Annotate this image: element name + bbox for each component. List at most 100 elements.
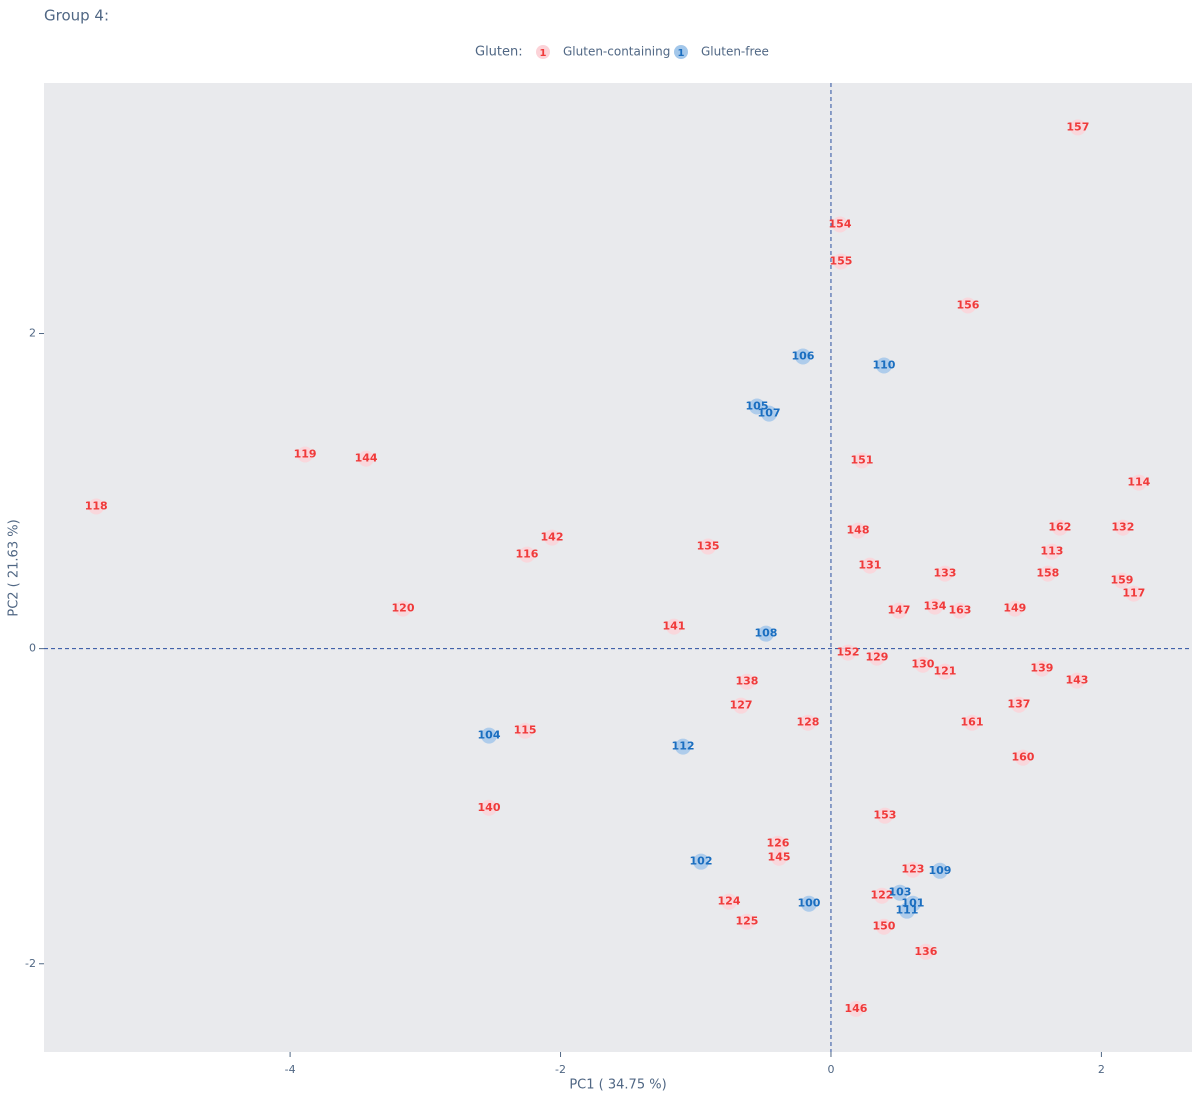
point bbox=[481, 799, 498, 816]
point-label: 129 bbox=[865, 651, 888, 664]
point bbox=[544, 529, 561, 546]
point bbox=[876, 807, 893, 824]
point bbox=[721, 893, 738, 910]
point bbox=[1130, 474, 1147, 491]
point-label: 151 bbox=[850, 454, 873, 467]
point bbox=[88, 498, 105, 515]
point bbox=[832, 253, 849, 270]
point bbox=[951, 602, 968, 619]
point-label: 141 bbox=[662, 620, 685, 633]
point-label: 119 bbox=[294, 448, 317, 461]
point bbox=[931, 862, 948, 879]
point bbox=[395, 600, 412, 617]
point-label: 124 bbox=[718, 895, 741, 908]
point bbox=[749, 398, 766, 415]
point-label: 139 bbox=[1030, 662, 1053, 675]
point-label: 132 bbox=[1111, 521, 1134, 534]
legend-label: Gluten-containing bbox=[563, 45, 670, 59]
point-label: 107 bbox=[758, 407, 781, 420]
point bbox=[890, 602, 907, 619]
point-label: 130 bbox=[911, 658, 934, 671]
x-tick-label: -2 bbox=[555, 1063, 566, 1076]
point bbox=[1033, 660, 1050, 677]
point-label: 103 bbox=[888, 886, 911, 899]
point-label: 160 bbox=[1011, 751, 1034, 764]
point bbox=[964, 714, 981, 731]
x-axis-label: PC1 ( 34.75 %) bbox=[569, 1078, 666, 1093]
point bbox=[518, 546, 535, 563]
point bbox=[926, 598, 943, 615]
point-label: 105 bbox=[746, 399, 769, 412]
point-label: 113 bbox=[1040, 545, 1063, 558]
point bbox=[868, 649, 885, 666]
point bbox=[358, 450, 375, 467]
point bbox=[481, 727, 498, 744]
legend-marker bbox=[536, 45, 550, 59]
legend-marker bbox=[674, 45, 688, 59]
point bbox=[832, 216, 849, 233]
legend-title: Gluten: bbox=[475, 45, 523, 60]
point bbox=[891, 884, 908, 901]
point-label: 102 bbox=[690, 855, 713, 868]
point bbox=[861, 557, 878, 574]
x-tick-label: -4 bbox=[285, 1063, 296, 1076]
point bbox=[517, 722, 534, 739]
point-label: 142 bbox=[541, 531, 564, 544]
point-label: 108 bbox=[754, 627, 777, 640]
point-label: 163 bbox=[948, 604, 971, 617]
point-label: 131 bbox=[858, 559, 881, 572]
point-label: 145 bbox=[768, 851, 791, 864]
chart-title: Group 4: bbox=[44, 7, 109, 25]
point-label: 159 bbox=[1110, 574, 1133, 587]
point-label: 156 bbox=[956, 298, 979, 311]
point bbox=[898, 902, 915, 919]
point-label: 133 bbox=[933, 567, 956, 580]
point-label: 153 bbox=[873, 809, 896, 822]
point bbox=[1069, 119, 1086, 136]
point bbox=[936, 565, 953, 582]
point-label: 140 bbox=[478, 801, 501, 814]
point bbox=[738, 913, 755, 930]
point-label: 123 bbox=[901, 863, 924, 876]
point-label: 136 bbox=[914, 945, 937, 958]
y-tick-label: 0 bbox=[29, 642, 36, 655]
point-label: 161 bbox=[961, 716, 984, 729]
x-tick-label: 2 bbox=[1098, 1063, 1105, 1076]
point-label: 134 bbox=[923, 600, 946, 613]
point bbox=[1114, 519, 1131, 536]
point bbox=[700, 538, 717, 555]
legend-label: Gluten-free bbox=[701, 45, 769, 59]
point-label: 126 bbox=[766, 837, 789, 850]
point-label: 106 bbox=[791, 350, 814, 363]
point bbox=[757, 625, 774, 642]
point bbox=[904, 861, 921, 878]
point bbox=[733, 697, 750, 714]
point-label: 154 bbox=[829, 217, 852, 230]
point bbox=[761, 405, 778, 422]
point-label: 114 bbox=[1127, 476, 1150, 489]
x-tick-label: 0 bbox=[827, 1063, 834, 1076]
point-label: 135 bbox=[697, 540, 720, 553]
point bbox=[917, 943, 934, 960]
point-label: 155 bbox=[829, 255, 852, 268]
point bbox=[1051, 519, 1068, 536]
point bbox=[853, 452, 870, 469]
legend-marker-text: 1 bbox=[540, 48, 547, 59]
point-label: 147 bbox=[887, 604, 910, 617]
point bbox=[875, 357, 892, 374]
point bbox=[959, 297, 976, 314]
point-label: 104 bbox=[478, 729, 501, 742]
point-label: 143 bbox=[1065, 674, 1088, 687]
point-label: 137 bbox=[1007, 698, 1030, 711]
point bbox=[771, 849, 788, 866]
point bbox=[1068, 672, 1085, 689]
point-label: 111 bbox=[895, 904, 918, 917]
point-label: 121 bbox=[933, 665, 956, 678]
point bbox=[769, 835, 786, 852]
point bbox=[1125, 585, 1142, 602]
point bbox=[847, 1000, 864, 1017]
point bbox=[1043, 543, 1060, 560]
point bbox=[675, 738, 692, 755]
point bbox=[693, 853, 710, 870]
